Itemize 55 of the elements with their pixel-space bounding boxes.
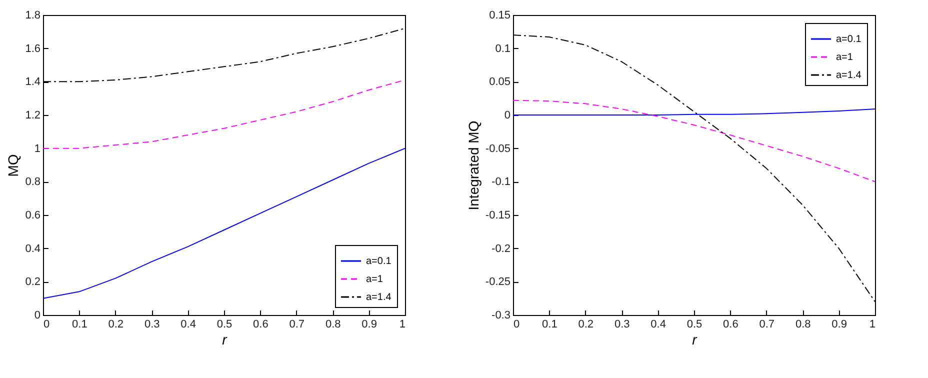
x-tick-label: 0.6 xyxy=(253,318,268,330)
x-tick-label: 0.7 xyxy=(289,318,305,330)
legend-label: a=0.1 xyxy=(836,34,862,45)
x-tick-label: 0.6 xyxy=(723,318,738,330)
x-tick-label: 0 xyxy=(44,318,50,330)
x-axis-title: r xyxy=(222,332,228,348)
y-tick-label: 1.6 xyxy=(25,42,40,55)
y-tick-label: -0.25 xyxy=(485,276,510,288)
y-tick-label: -0.15 xyxy=(485,210,510,222)
x-tick-label: 0.9 xyxy=(362,318,377,330)
y-axis-title: Integrated MQ xyxy=(465,120,482,210)
line-series xyxy=(513,100,875,182)
x-tick-label: 0.7 xyxy=(759,318,775,330)
x-tick-label: 0.9 xyxy=(832,318,847,330)
x-tick-label: 0.5 xyxy=(216,318,232,330)
y-tick-label: 1 xyxy=(34,142,40,155)
x-tick-label: 0.1 xyxy=(72,318,88,330)
legend-label: a=1 xyxy=(366,274,384,285)
y-tick-label: -0.05 xyxy=(485,142,510,155)
legend-label: a=0.1 xyxy=(366,256,392,267)
y-tick-label: 0.4 xyxy=(25,242,40,255)
y-tick-label: 0.6 xyxy=(25,210,40,222)
x-tick-label: 0.3 xyxy=(614,318,630,330)
x-axis-title: r xyxy=(692,332,698,348)
y-tick-label: 1.4 xyxy=(25,76,40,88)
x-tick-label: 0.3 xyxy=(144,318,160,330)
y-tick-label: 1.8 xyxy=(25,10,40,22)
y-tick-label: -0.3 xyxy=(492,310,510,322)
line-series xyxy=(513,108,875,116)
y-tick-label: 0.05 xyxy=(489,76,510,88)
legend-label: a=1.4 xyxy=(836,70,862,81)
y-tick-label: 0 xyxy=(504,110,510,122)
y-tick-label: -0.2 xyxy=(492,242,510,255)
y-tick-label: 0 xyxy=(34,310,40,322)
y-tick-label: -0.1 xyxy=(492,176,510,188)
y-tick-label: 0.1 xyxy=(495,42,510,55)
y-tick-label: 0.8 xyxy=(25,176,40,188)
x-tick-label: 0.4 xyxy=(180,318,196,330)
x-tick-label: 1 xyxy=(869,318,876,330)
x-tick-label: 0.5 xyxy=(686,318,702,330)
x-tick-label: 0.4 xyxy=(650,318,666,330)
x-tick-label: 0.8 xyxy=(795,318,811,330)
y-tick-label: 0.2 xyxy=(25,276,40,288)
x-tick-label: 1 xyxy=(399,318,406,330)
x-tick-label: 0.2 xyxy=(578,318,594,330)
y-tick-label: 0.15 xyxy=(489,10,510,22)
y-axis-title: MQ xyxy=(5,154,22,177)
y-tick-label: 1.2 xyxy=(25,110,40,122)
legend-label: a=1 xyxy=(836,52,854,63)
x-tick-label: 0.8 xyxy=(325,318,341,330)
line-series xyxy=(43,148,405,299)
x-tick-label: 0.1 xyxy=(542,318,558,330)
x-tick-label: 0.2 xyxy=(108,318,124,330)
x-tick-label: 0 xyxy=(514,318,520,330)
legend-label: a=1.4 xyxy=(366,292,392,303)
